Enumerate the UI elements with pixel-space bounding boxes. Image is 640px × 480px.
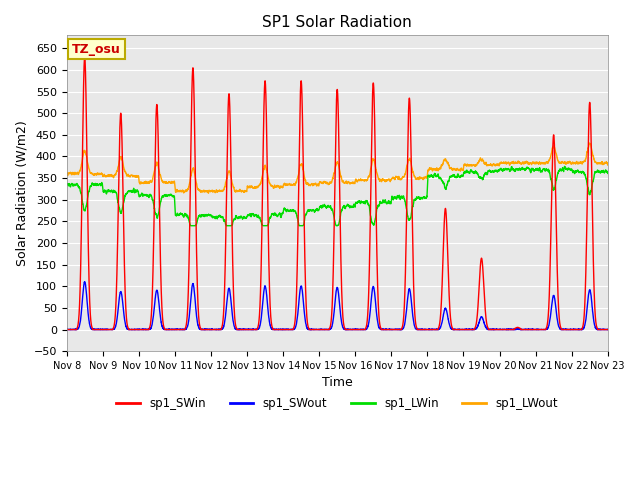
sp1_LWout — [429, 168, 436, 174]
sp1_LWout — [604, 162, 612, 168]
sp1_LWout — [489, 161, 497, 167]
sp1_LWin — [317, 204, 325, 209]
sp1_SWin — [489, 327, 497, 333]
sp1_SWin — [81, 54, 88, 60]
sp1_LWout — [586, 140, 593, 146]
Line: sp1_LWout: sp1_LWout — [67, 143, 608, 193]
Line: sp1_SWout: sp1_SWout — [67, 282, 608, 330]
sp1_LWout — [459, 167, 467, 173]
Y-axis label: Solar Radiation (W/m2): Solar Radiation (W/m2) — [15, 120, 28, 266]
sp1_SWin — [459, 327, 467, 333]
sp1_LWin — [604, 170, 612, 176]
sp1_LWin — [259, 223, 267, 228]
Line: sp1_SWin: sp1_SWin — [67, 57, 608, 330]
Title: SP1 Solar Radiation: SP1 Solar Radiation — [262, 15, 412, 30]
sp1_LWin — [63, 182, 70, 188]
Text: TZ_osu: TZ_osu — [72, 43, 121, 56]
sp1_SWin — [63, 327, 70, 333]
sp1_SWout — [81, 279, 89, 285]
sp1_SWin — [317, 327, 325, 333]
Legend: sp1_SWin, sp1_SWout, sp1_LWin, sp1_LWout: sp1_SWin, sp1_SWout, sp1_LWin, sp1_LWout — [112, 392, 563, 415]
X-axis label: Time: Time — [322, 376, 353, 389]
sp1_SWout — [63, 326, 70, 332]
sp1_SWout — [604, 326, 611, 332]
sp1_SWin — [604, 327, 612, 333]
sp1_LWin — [561, 164, 568, 169]
sp1_SWin — [604, 327, 611, 333]
sp1_SWout — [604, 327, 612, 333]
sp1_SWout — [429, 326, 436, 332]
sp1_LWout — [205, 191, 212, 196]
sp1_SWout — [317, 327, 325, 333]
sp1_SWout — [63, 327, 70, 333]
sp1_SWout — [459, 327, 467, 333]
sp1_LWout — [63, 170, 70, 176]
sp1_SWout — [490, 327, 497, 333]
sp1_LWin — [429, 174, 436, 180]
sp1_SWin — [160, 324, 168, 330]
sp1_LWout — [604, 160, 611, 166]
sp1_LWin — [459, 173, 467, 179]
sp1_LWout — [317, 180, 325, 185]
sp1_SWin — [429, 327, 436, 333]
sp1_LWout — [160, 180, 168, 185]
sp1_LWin — [604, 168, 611, 174]
sp1_LWin — [160, 193, 168, 199]
sp1_SWout — [160, 326, 168, 332]
Line: sp1_LWin: sp1_LWin — [67, 167, 608, 226]
sp1_LWin — [489, 169, 497, 175]
